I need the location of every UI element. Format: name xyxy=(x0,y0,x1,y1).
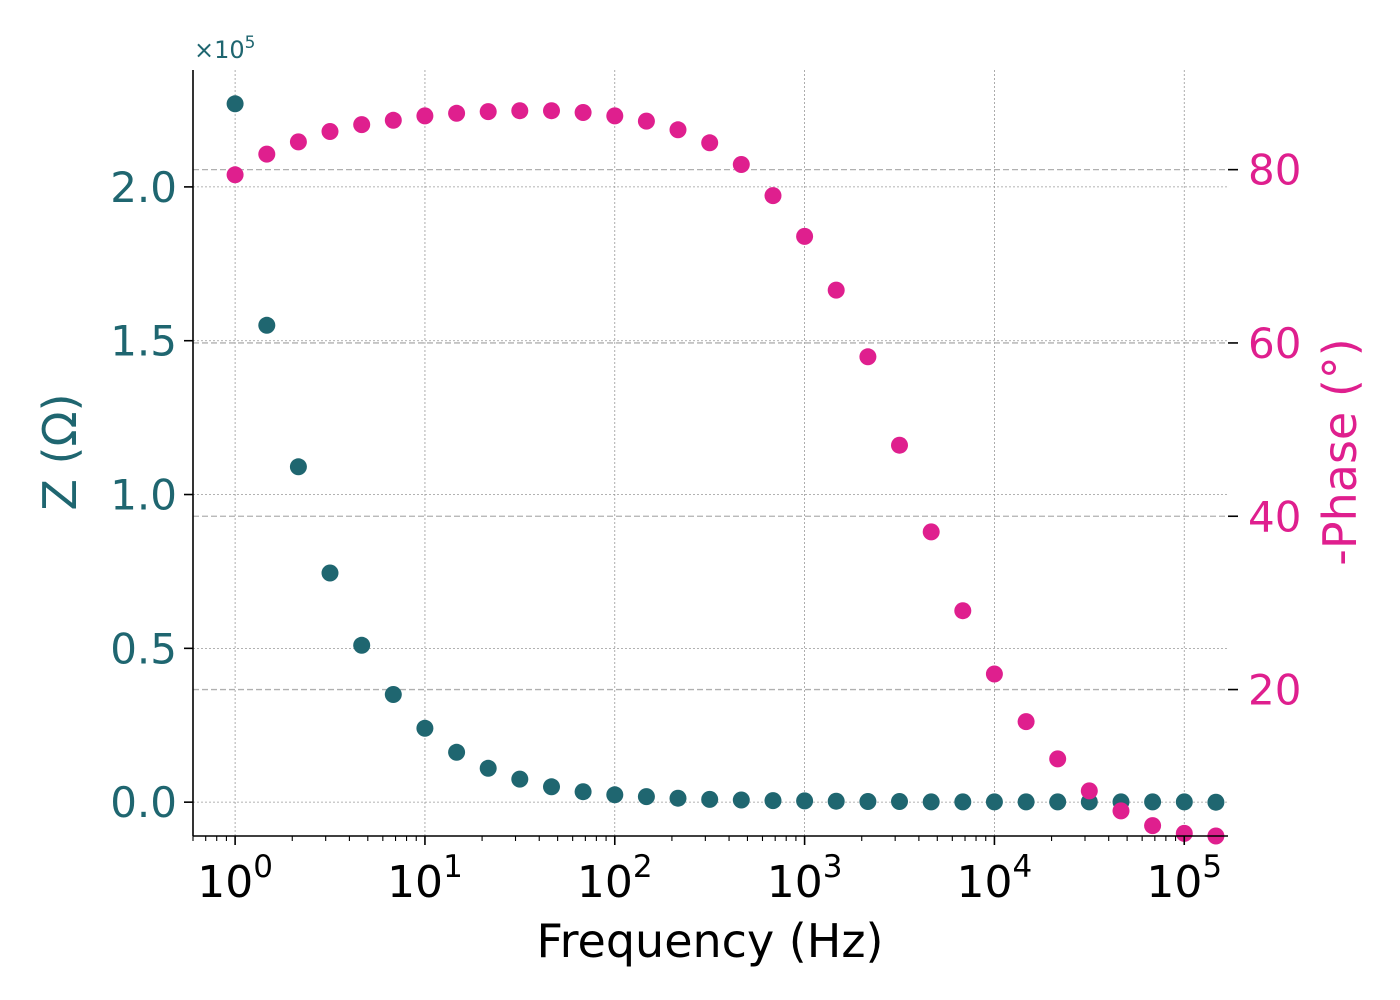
phase-point xyxy=(606,107,624,125)
x-tick-label-base: 10 xyxy=(197,857,253,908)
x-tick-label-base: 10 xyxy=(577,857,633,908)
phase-point xyxy=(289,133,307,151)
phase-point xyxy=(479,103,497,121)
x-tick-label: 100 xyxy=(197,849,273,908)
phase-point xyxy=(258,145,276,163)
phase-point xyxy=(1017,713,1035,731)
impedance-point xyxy=(574,783,592,801)
x-axis-label: Frequency (Hz) xyxy=(537,914,884,968)
phase-point xyxy=(321,123,339,140)
impedance-point xyxy=(827,792,845,810)
phase-point xyxy=(574,104,592,121)
impedance-point xyxy=(922,793,940,811)
x-tick-label-exponent: 4 xyxy=(1013,849,1033,885)
x-tick-label: 104 xyxy=(957,849,1033,908)
x-tick-label-exponent: 5 xyxy=(1202,849,1222,885)
impedance-point xyxy=(543,778,560,796)
y-axis-label: Z (Ω) xyxy=(33,393,87,510)
phase-point xyxy=(353,116,371,134)
impedance-point xyxy=(321,564,339,582)
phase-point xyxy=(1175,824,1193,842)
y2-tick-label: 40 xyxy=(1248,492,1301,541)
grid xyxy=(193,70,1228,836)
phase-point xyxy=(543,102,560,120)
y-axis-multiplier-exponent: 5 xyxy=(245,33,256,53)
x-tick-label: 101 xyxy=(387,849,463,908)
phase-point xyxy=(732,156,750,173)
phase-point xyxy=(1080,782,1098,800)
impedance-point xyxy=(1017,793,1035,811)
phase-point xyxy=(1144,817,1162,835)
y2-tick-label: 80 xyxy=(1248,146,1301,195)
y-tick-label: 0.0 xyxy=(110,778,177,827)
phase-point xyxy=(416,107,434,125)
impedance-series xyxy=(226,95,1225,811)
phase-point xyxy=(511,102,529,120)
x-tick-label-exponent: 1 xyxy=(443,849,463,885)
phase-point xyxy=(669,121,687,139)
x-tick-label: 105 xyxy=(1146,849,1222,908)
x-tick-label-exponent: 3 xyxy=(823,849,843,885)
axes: 100 101 102 103 104 1050.00.51.01.52.02040608… xyxy=(110,70,1301,908)
impedance-point xyxy=(732,791,750,809)
phase-point xyxy=(1112,802,1130,820)
x-tick-label-base: 10 xyxy=(957,857,1013,908)
x-tick-label: 102 xyxy=(577,849,653,908)
impedance-point xyxy=(226,95,244,113)
phase-point xyxy=(891,436,908,454)
impedance-point xyxy=(859,793,877,810)
impedance-point xyxy=(511,770,529,788)
impedance-point xyxy=(637,788,655,806)
x-tick-label-base: 10 xyxy=(1146,857,1202,908)
phase-point xyxy=(922,523,940,541)
impedance-point xyxy=(1207,793,1225,811)
phase-point xyxy=(448,104,466,122)
impedance-point xyxy=(985,793,1003,811)
x-tick-label: 103 xyxy=(767,849,843,908)
impedance-point xyxy=(701,790,719,808)
impedance-point xyxy=(891,793,908,810)
phase-point xyxy=(384,111,402,129)
impedance-point xyxy=(479,759,497,777)
impedance-point xyxy=(1175,793,1193,811)
phase-point xyxy=(954,602,972,620)
impedance-point xyxy=(1144,793,1162,811)
impedance-point xyxy=(289,458,307,476)
y2-tick-label: 20 xyxy=(1248,666,1301,715)
y-tick-label: 0.5 xyxy=(110,624,177,673)
impedance-point xyxy=(764,792,782,810)
y2-tick-label: 60 xyxy=(1248,319,1301,368)
phase-point xyxy=(701,134,719,152)
phase-point xyxy=(827,281,845,299)
impedance-point xyxy=(448,743,466,761)
y-tick-label: 2.0 xyxy=(110,163,177,212)
y2-axis-label: -Phase (°) xyxy=(1313,338,1367,565)
impedance-point xyxy=(954,793,972,811)
impedance-point xyxy=(258,316,276,334)
phase-point xyxy=(226,166,244,184)
impedance-point xyxy=(416,719,434,737)
phase-point xyxy=(985,665,1003,683)
y-tick-label: 1.5 xyxy=(110,317,177,366)
y-tick-label: 1.0 xyxy=(110,471,177,520)
impedance-point xyxy=(606,786,624,804)
x-tick-label-base: 10 xyxy=(767,857,823,908)
y-axis-multiplier-base: ×10 xyxy=(194,36,245,64)
phase-point xyxy=(764,187,782,205)
impedance-point xyxy=(796,792,814,810)
impedance-point xyxy=(353,636,371,654)
impedance-point xyxy=(384,686,402,703)
phase-point xyxy=(796,227,814,245)
x-tick-label-exponent: 2 xyxy=(633,849,653,885)
impedance-point xyxy=(1049,793,1067,811)
phase-series xyxy=(226,102,1225,845)
y-axis-multiplier: ×105 xyxy=(194,33,255,64)
phase-point xyxy=(859,348,877,366)
impedance-point xyxy=(669,789,687,807)
x-tick-label-exponent: 0 xyxy=(253,849,273,885)
phase-point xyxy=(637,112,655,130)
x-tick-label-base: 10 xyxy=(387,857,443,908)
phase-point xyxy=(1049,750,1067,768)
